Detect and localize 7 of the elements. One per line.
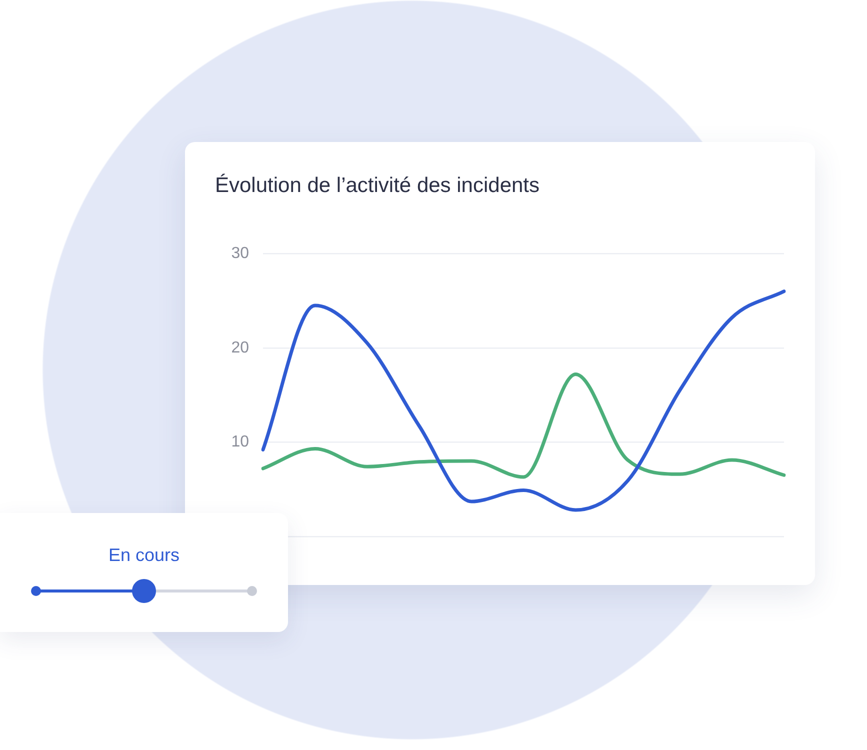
slider-panel: En cours xyxy=(0,513,288,632)
y-tick-label: 30 xyxy=(231,245,250,262)
line-series xyxy=(261,290,786,512)
chart-title: Évolution de l’activité des incidents xyxy=(215,174,540,198)
y-tick-label: 10 xyxy=(231,434,250,451)
y-tick-label: 20 xyxy=(231,339,250,356)
line-series xyxy=(261,372,786,479)
